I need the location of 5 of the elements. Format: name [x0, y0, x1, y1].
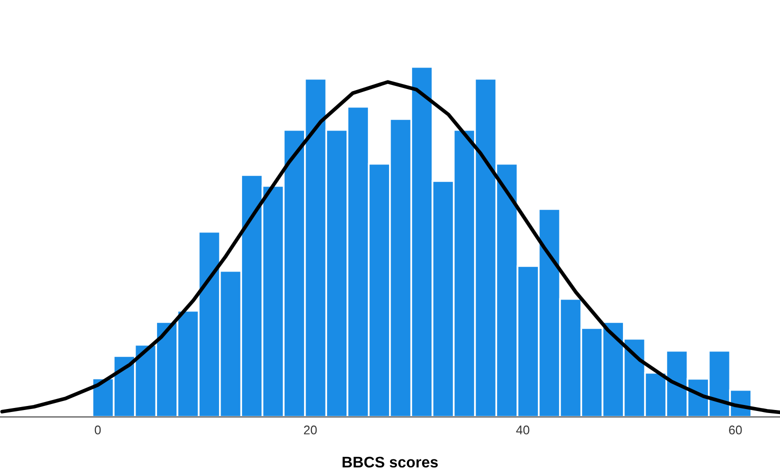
x-tick-label: 40: [516, 426, 530, 434]
x-tick-label: 60: [729, 426, 742, 434]
x-axis-title: BBCS scores: [342, 456, 438, 468]
x-tick-label: 20: [304, 426, 317, 434]
x-tick-label: 0: [94, 426, 101, 434]
